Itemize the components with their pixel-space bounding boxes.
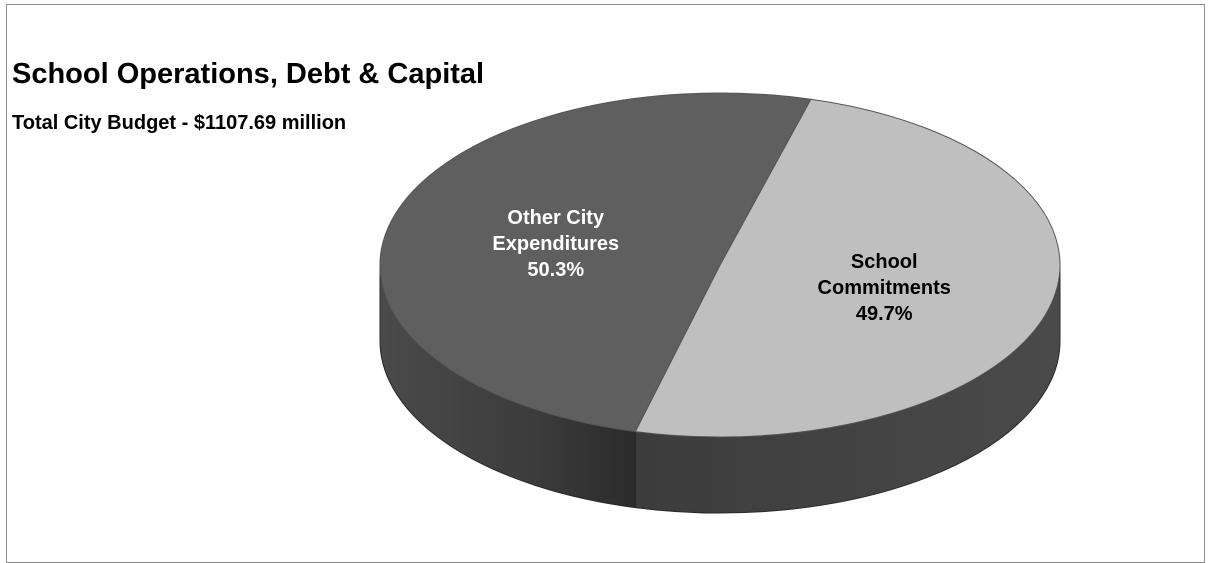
pie-slice-name: Commitments	[818, 277, 951, 299]
pie-slice-0	[634, 98, 1061, 438]
pie-slice-name: Expenditures	[492, 233, 619, 255]
pie-slice-name: Other City	[507, 207, 605, 229]
pie-slice-value: 50.3%	[527, 259, 584, 281]
pie-slice-1	[379, 92, 812, 433]
pie-slice-label-1: Other City Expenditures 50.3%	[492, 207, 619, 281]
pie-slice-label-0: School Commitments 49.7%	[818, 251, 951, 325]
pie-slice-value: 49.7%	[856, 303, 913, 325]
pie-slice-name: School	[851, 251, 918, 273]
chart-title: School Operations, Debt & Capital	[12, 58, 485, 90]
chart-subtitle: Total City Budget - $1107.69 million	[12, 112, 347, 134]
